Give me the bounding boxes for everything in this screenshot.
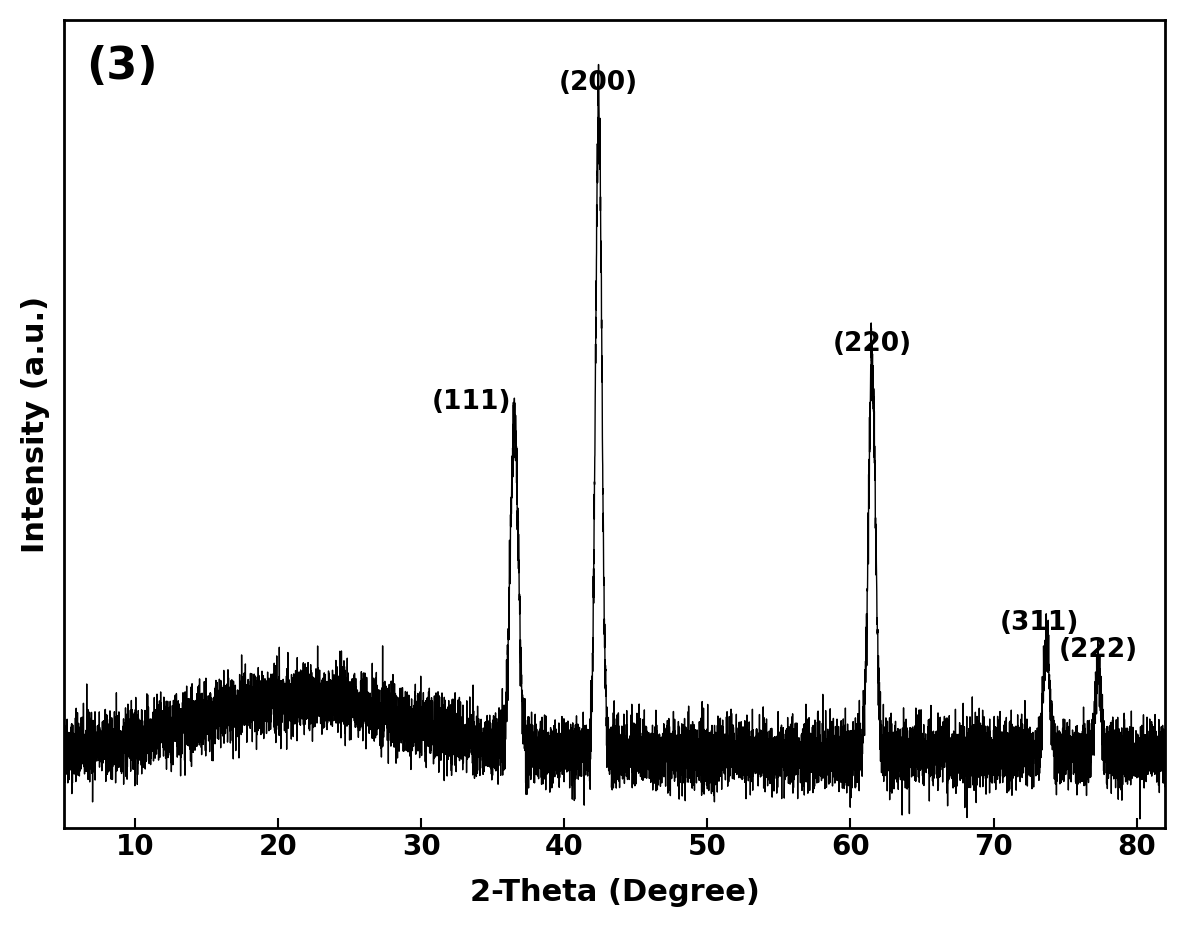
Text: (111): (111)	[432, 389, 511, 415]
Text: (311): (311)	[1000, 609, 1079, 635]
Text: (3): (3)	[85, 45, 158, 88]
Text: (220): (220)	[833, 331, 912, 357]
X-axis label: 2-Theta (Degree): 2-Theta (Degree)	[470, 877, 759, 907]
Text: (222): (222)	[1058, 637, 1137, 663]
Text: (200): (200)	[559, 70, 638, 96]
Y-axis label: Intensity (a.u.): Intensity (a.u.)	[21, 296, 50, 552]
